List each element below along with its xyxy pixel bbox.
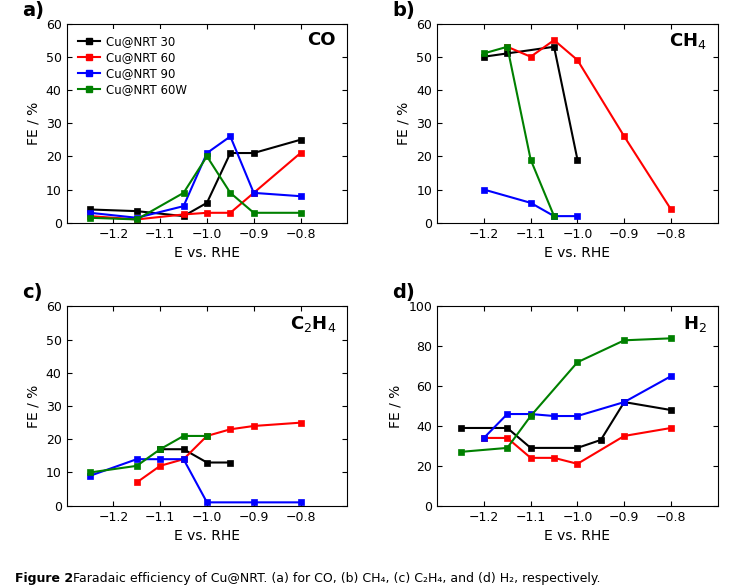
X-axis label: E vs. RHE: E vs. RHE [545, 529, 610, 543]
Y-axis label: FE / %: FE / % [397, 102, 411, 145]
Text: H$_2$: H$_2$ [682, 315, 707, 335]
Text: c): c) [21, 283, 42, 302]
Text: b): b) [392, 1, 415, 19]
Text: a): a) [21, 1, 44, 19]
X-axis label: E vs. RHE: E vs. RHE [545, 246, 610, 260]
Y-axis label: FE / %: FE / % [26, 102, 40, 145]
Text: . Faradaic efficiency of Cu@NRT. (a) for CO, (b) CH₄, (c) C₂H₄, and (d) H₂, resp: . Faradaic efficiency of Cu@NRT. (a) for… [65, 572, 601, 585]
X-axis label: E vs. RHE: E vs. RHE [174, 246, 240, 260]
Text: C$_2$H$_4$: C$_2$H$_4$ [289, 315, 336, 335]
Text: CH$_4$: CH$_4$ [669, 32, 707, 52]
Legend: Cu@NRT 30, Cu@NRT 60, Cu@NRT 90, Cu@NRT 60W: Cu@NRT 30, Cu@NRT 60, Cu@NRT 90, Cu@NRT … [73, 29, 192, 102]
X-axis label: E vs. RHE: E vs. RHE [174, 529, 240, 543]
Text: CO: CO [308, 32, 336, 49]
Y-axis label: FE / %: FE / % [26, 385, 40, 427]
Text: d): d) [392, 283, 415, 302]
Y-axis label: FE / %: FE / % [388, 385, 403, 427]
Text: Figure 2: Figure 2 [15, 572, 73, 585]
